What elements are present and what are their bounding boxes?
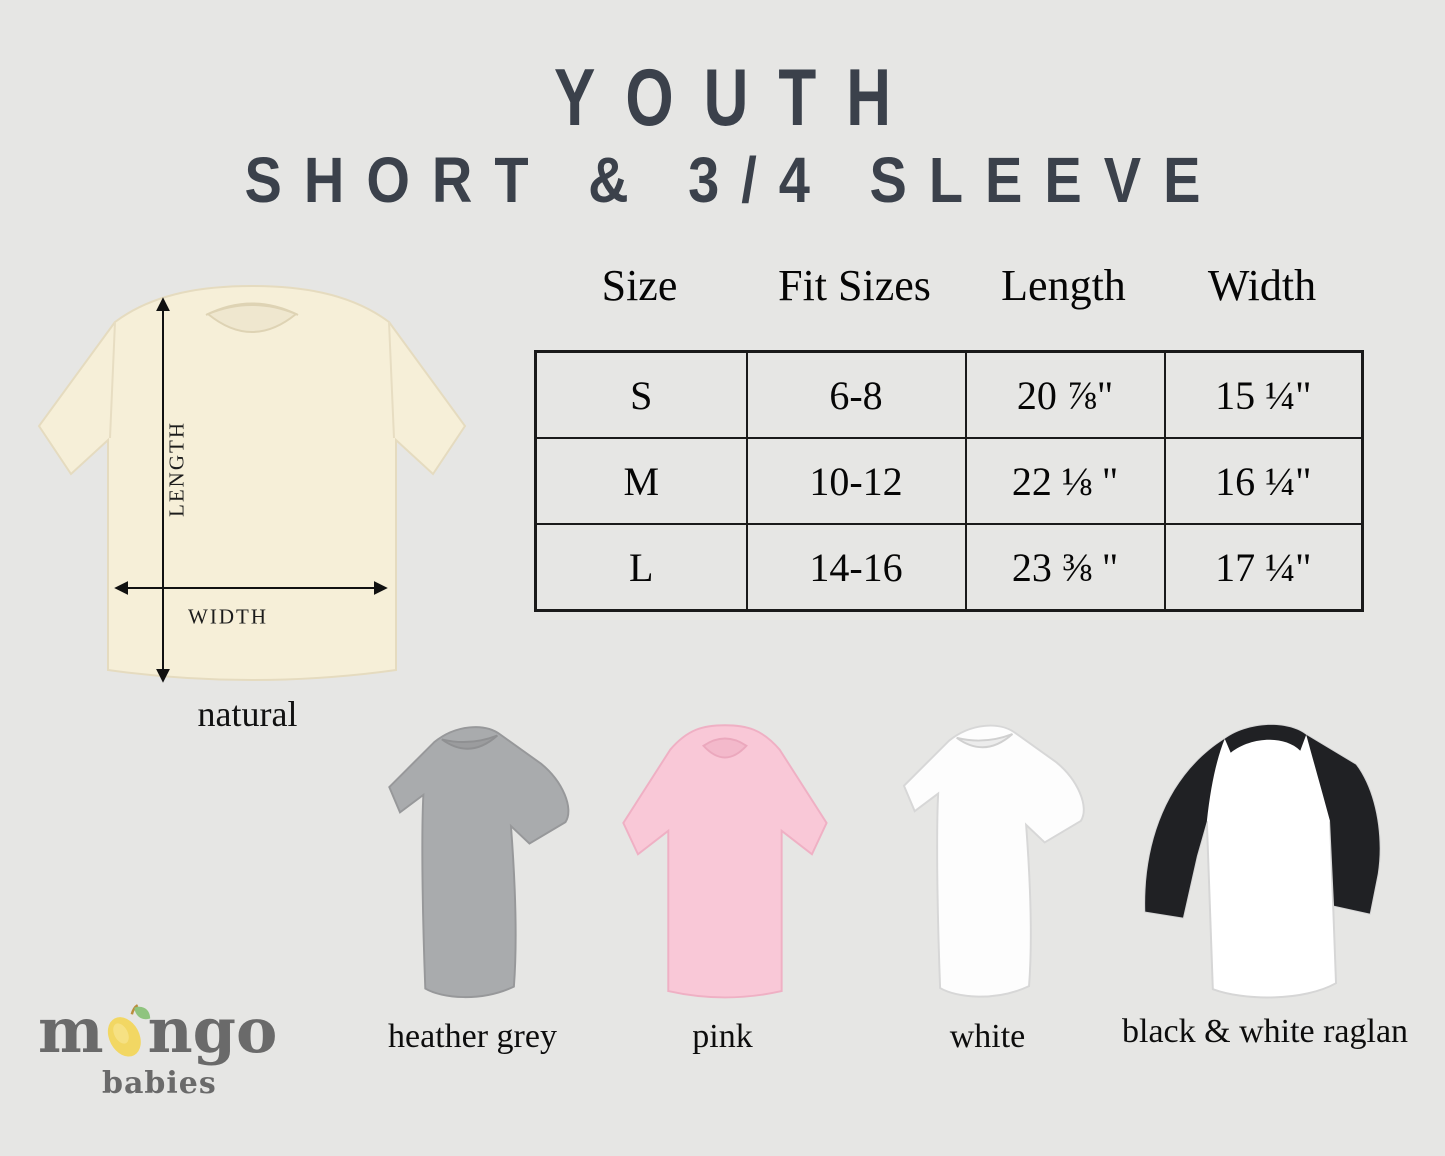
raglan-collar <box>1224 724 1307 753</box>
tee-body <box>387 726 569 999</box>
size-table-headers: Size Fit Sizes Length Width <box>534 258 1361 314</box>
raglan-sleeve-left <box>1145 738 1225 918</box>
mango-icon <box>101 994 151 1068</box>
fit-sizes-cell: 6-8 <box>745 350 967 439</box>
column-header-width: Width <box>1207 261 1317 310</box>
tee-collar-back <box>205 302 299 316</box>
variant-label: black & white raglan <box>1122 1013 1409 1050</box>
tee-body <box>902 724 1085 998</box>
brand-sub-text: babies <box>102 1066 217 1101</box>
brand-logo-wordmark: m ngo <box>38 1000 318 1074</box>
length-label: LENGTH <box>164 421 189 517</box>
mango-stem <box>130 1004 138 1015</box>
natural-shirt-image <box>37 284 467 683</box>
column-header-length: Length <box>1001 261 1126 310</box>
variant-black-white-raglan: black & white raglan <box>1122 700 1409 1060</box>
variant-pink: pink <box>610 705 835 1065</box>
tee-collar <box>701 737 748 759</box>
natural-color-label: natural <box>197 694 298 734</box>
tee-sleeve-seam-left <box>109 321 116 439</box>
variant-label: heather grey <box>388 1018 557 1055</box>
raglan-shirt-image <box>1144 723 1381 999</box>
tee-sleeve-seam-right <box>388 321 395 439</box>
fit-sizes-cell: 10-12 <box>745 437 967 525</box>
variant-label: pink <box>692 1018 753 1055</box>
length-cell: 23 ⅜ " <box>964 523 1166 612</box>
variant-label: white <box>949 1018 1026 1055</box>
width-cell: 17 ¼" <box>1163 523 1364 612</box>
brand-text-prefix: m <box>38 994 104 1067</box>
measurement-figure: LENGTH WIDTH natural <box>25 278 470 734</box>
size-cell: S <box>534 350 748 439</box>
column-header-fit-sizes: Fit Sizes <box>778 261 931 310</box>
brand-text-suffix: ngo <box>147 994 278 1067</box>
variant-white: white <box>875 705 1100 1065</box>
tee-collar <box>440 734 498 750</box>
length-cell: 20 ⅞" <box>964 350 1166 439</box>
tee-body <box>621 724 828 999</box>
table-row-m: M 10-12 22 ⅛ " 16 ¼" <box>534 437 1364 525</box>
table-row-l: L 14-16 23 ⅜ " 17 ¼" <box>534 523 1364 612</box>
size-cell: L <box>534 523 748 612</box>
brand-logo: m ngo babies <box>38 1000 318 1130</box>
size-cell: M <box>534 437 748 525</box>
width-label: WIDTH <box>188 604 268 629</box>
fit-sizes-cell: 14-16 <box>745 523 967 612</box>
length-cell: 22 ⅛ " <box>964 437 1166 525</box>
white-shirt-image <box>902 724 1085 998</box>
tee-collar <box>955 733 1013 749</box>
pink-shirt-image <box>621 724 828 999</box>
page-title: YOUTH <box>554 53 921 143</box>
width-cell: 16 ¼" <box>1163 437 1364 525</box>
column-header-size: Size <box>601 261 678 310</box>
mango-leaf <box>133 1006 150 1020</box>
table-row-s: S 6-8 20 ⅞" 15 ¼" <box>534 350 1364 439</box>
width-cell: 15 ¼" <box>1163 350 1364 439</box>
page-subtitle: SHORT & 3/4 SLEEVE <box>244 143 1223 216</box>
variant-heather-grey: heather grey <box>340 705 605 1065</box>
size-table: S 6-8 20 ⅞" 15 ¼" M 10-12 22 ⅛ " 16 ¼" L… <box>534 350 1364 612</box>
heather-grey-shirt-image <box>387 726 569 999</box>
raglan-sleeve-right <box>1306 734 1380 914</box>
mango-highlight <box>112 1023 129 1044</box>
